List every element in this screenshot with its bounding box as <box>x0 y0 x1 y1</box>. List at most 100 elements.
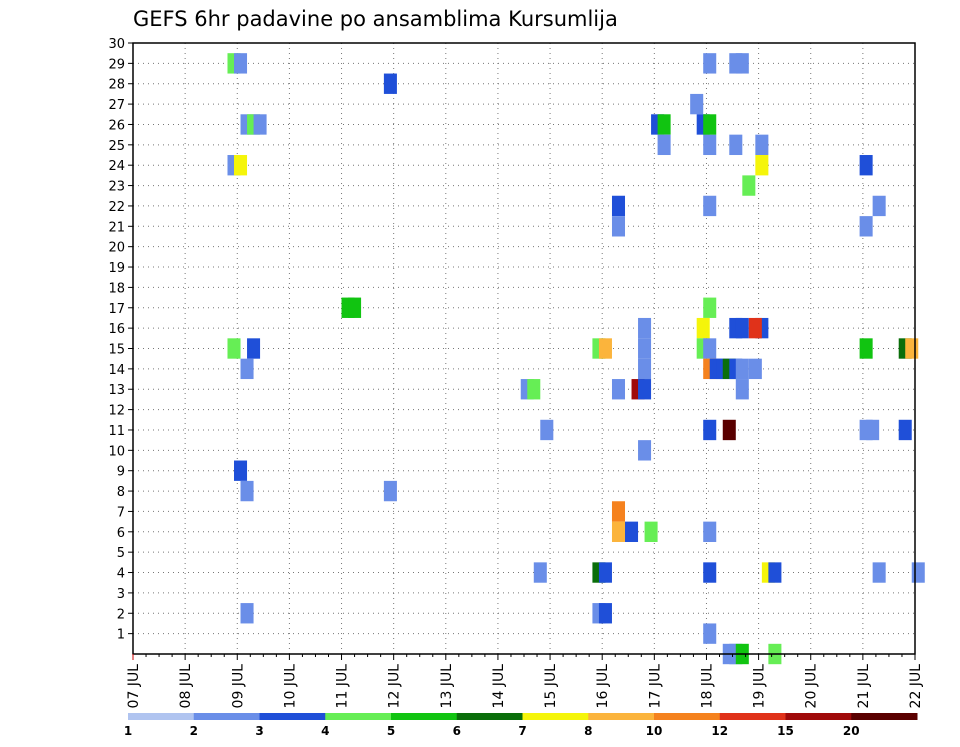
x-tick-label: 17 JUL <box>647 664 663 709</box>
heatmap-cell <box>703 623 717 644</box>
y-tick-label: 1 <box>117 628 125 643</box>
heatmap-cell <box>735 317 749 339</box>
colorbar-legend: 1 2 3 4 5 6 7 8 10 12 15 20 <box>124 713 918 738</box>
heatmap-cell <box>748 317 762 339</box>
heatmap-cell <box>703 521 717 542</box>
heatmap-cell <box>768 562 782 583</box>
heatmap-cell <box>703 562 717 583</box>
y-tick-label: 22 <box>108 200 125 215</box>
colorbar-swatch <box>851 713 918 720</box>
heatmap-cell <box>611 501 626 522</box>
x-tick-label: 16 JUL <box>595 664 611 709</box>
x-tick-label: 22 JUL <box>908 664 924 709</box>
y-tick-label: 12 <box>108 404 125 419</box>
x-axis: 07 JUL 08 JUL 09 JUL 10 JUL 11 JUL 12 JUL 13 J… <box>126 654 924 708</box>
heatmap-cell <box>253 114 267 135</box>
heatmap-cell <box>657 134 671 156</box>
heatmap-cell <box>859 338 873 359</box>
heatmap-cell <box>240 358 254 380</box>
colorbar-swatch <box>128 713 195 720</box>
colorbar-label: 7 <box>518 724 526 738</box>
x-tick-label: 08 JUL <box>178 664 194 709</box>
heatmap-cell <box>227 338 241 359</box>
heatmap-cell <box>234 155 248 176</box>
x-tick-label: 07 JUL <box>126 664 142 709</box>
y-tick-label: 14 <box>108 363 125 378</box>
y-tick-label: 2 <box>117 607 125 622</box>
heatmap-cell <box>234 460 248 481</box>
heatmap-cell <box>872 195 886 217</box>
heatmap-cell <box>898 419 912 441</box>
y-tick-label: 30 <box>108 37 125 52</box>
colorbar-swatch <box>193 713 260 720</box>
y-tick-label: 16 <box>108 322 125 337</box>
heatmap-cell <box>703 338 717 359</box>
x-tick-label: 14 JUL <box>491 664 507 709</box>
colorbar-label: 4 <box>321 724 329 738</box>
colorbar-swatch <box>785 713 852 720</box>
heatmap-cell <box>625 521 639 542</box>
colorbar-label: 5 <box>387 724 395 738</box>
heatmap-cell <box>234 53 248 74</box>
heatmap-cell <box>722 419 736 441</box>
heatmap-cell <box>729 134 743 156</box>
y-tick-label: 24 <box>108 159 125 174</box>
chart-title: GEFS 6hr padavine po ansamblima Kursumli… <box>133 7 618 31</box>
y-tick-label: 5 <box>117 546 125 561</box>
heatmap-cell <box>240 480 254 502</box>
heatmap-cell <box>638 358 652 380</box>
y-tick-label: 3 <box>117 587 125 602</box>
heatmap-cell <box>383 480 397 502</box>
colorbar-label: 1 <box>124 724 132 738</box>
heatmap-cell <box>742 175 756 196</box>
y-tick-label: 8 <box>117 485 125 500</box>
heatmap-cell <box>703 195 717 217</box>
heatmap-cell <box>872 562 886 583</box>
heatmap-cell <box>638 317 652 339</box>
y-tick-label: 28 <box>108 78 125 93</box>
y-tick-label: 29 <box>108 57 125 72</box>
heatmap-cell <box>644 521 658 542</box>
heatmap-cell <box>735 379 749 400</box>
heatmap-cell <box>657 114 671 135</box>
heatmap-cell <box>755 155 769 176</box>
colorbar-swatch <box>522 713 589 720</box>
y-tick-label: 20 <box>108 241 125 256</box>
x-tick-label: 15 JUL <box>543 664 559 709</box>
heatmap-cell <box>703 419 717 441</box>
colorbar-label: 3 <box>255 724 263 738</box>
y-tick-label: 18 <box>108 281 125 296</box>
heatmap-cell <box>696 317 710 339</box>
heatmap-cell <box>638 440 652 461</box>
x-tick-label: 13 JUL <box>439 664 455 709</box>
heatmap-cell <box>611 521 626 542</box>
heatmap-cell <box>748 358 762 380</box>
colorbar-label: 8 <box>584 724 592 738</box>
heatmap-cell <box>598 338 612 359</box>
colorbar-swatch <box>391 713 458 720</box>
heatmap-cell <box>598 603 612 624</box>
heatmap-cell <box>905 338 919 359</box>
heatmap-cell <box>866 419 880 441</box>
colorbar-swatch <box>654 713 721 720</box>
colorbar-label: 10 <box>646 724 663 738</box>
y-tick-label: 23 <box>108 180 125 195</box>
heatmap-cell <box>247 338 261 359</box>
y-tick-label: 25 <box>108 139 125 154</box>
heatmap-cell <box>540 419 554 441</box>
y-tick-label: 6 <box>117 526 125 541</box>
heatmap-cell <box>638 379 652 400</box>
heatmap-cell <box>533 562 547 583</box>
colorbar-label: 2 <box>190 724 198 738</box>
y-tick-label: 19 <box>108 261 125 276</box>
colorbar-swatch <box>456 713 523 720</box>
heatmap-cell <box>703 114 717 135</box>
colorbar-swatch <box>719 713 786 720</box>
y-tick-label: 17 <box>108 302 125 317</box>
y-tick-label: 11 <box>108 424 125 439</box>
x-tick-label: 11 JUL <box>335 664 351 709</box>
heatmap-cell <box>735 358 749 380</box>
heatmap-cell <box>638 338 652 359</box>
